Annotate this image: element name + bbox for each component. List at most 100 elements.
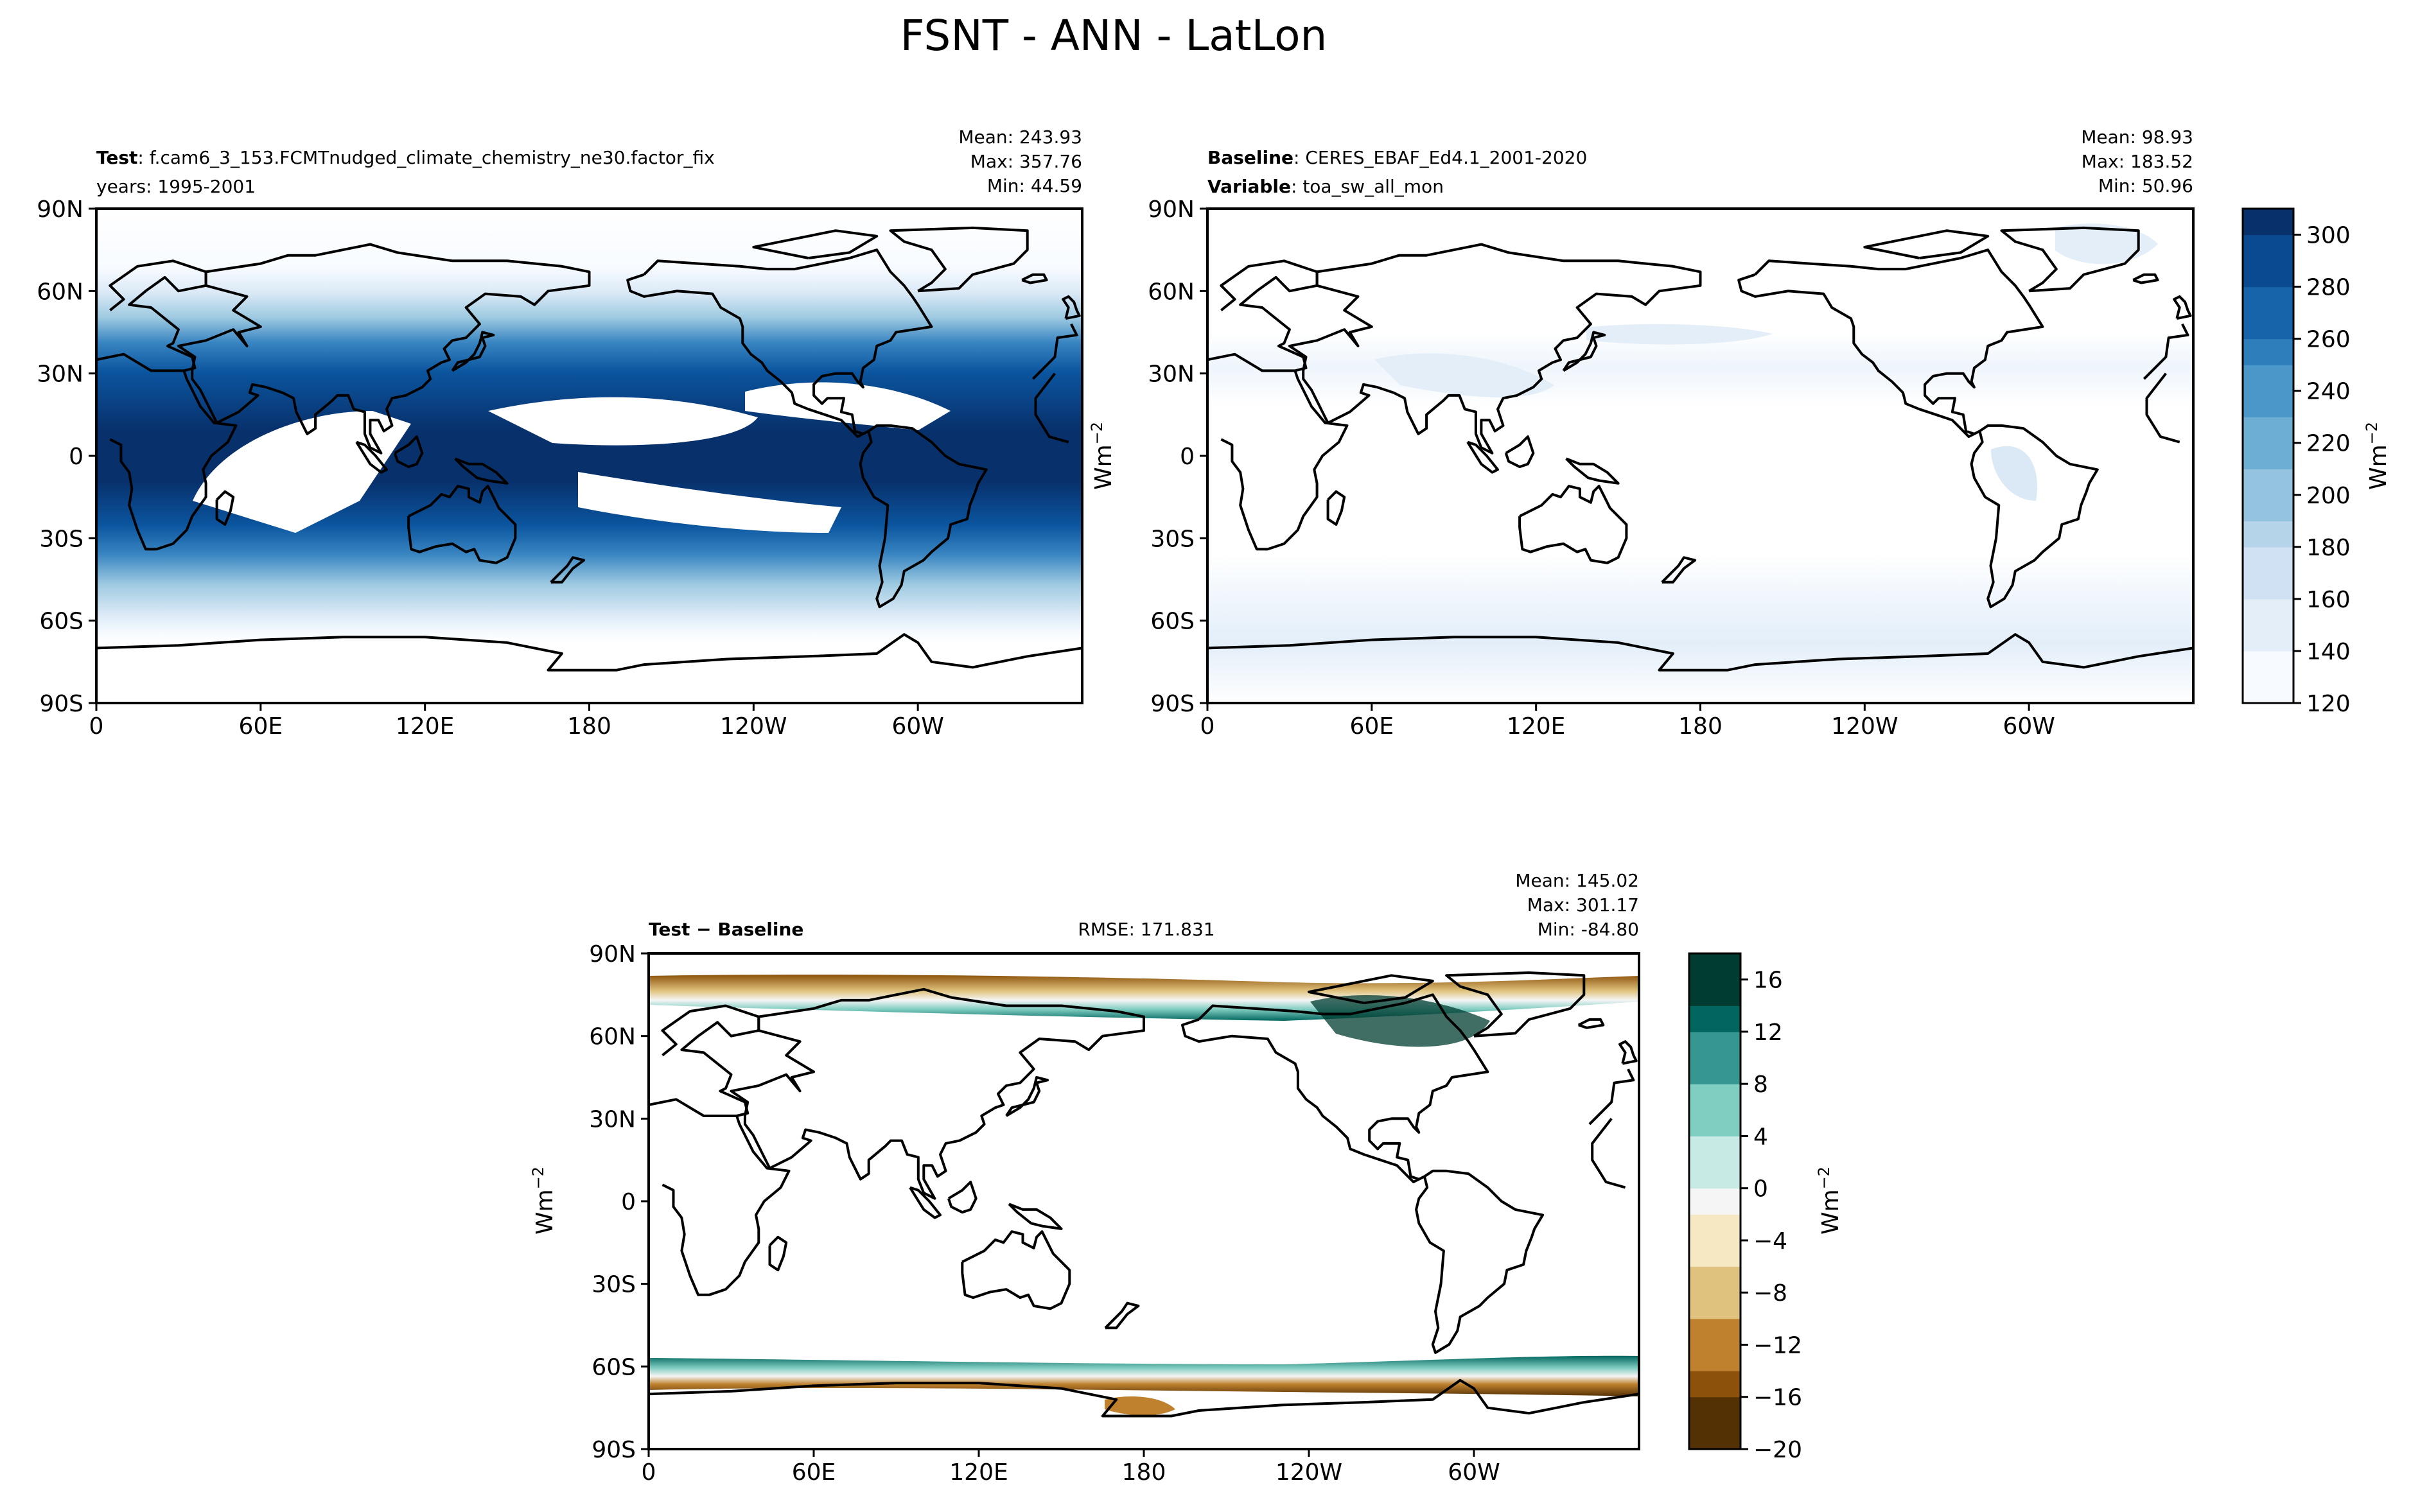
y-tick-label: 90S [592,1437,636,1463]
coastline-europe-africa [1220,370,1349,551]
blues-colorbar-block [2243,338,2293,365]
diff-antarctic-band [649,1355,1639,1396]
blues-colorbar-label-base: Wm [2365,444,2392,490]
brbg-colorbar-tick-label: 16 [1753,968,1783,994]
coastline-greenland [1445,971,1586,1038]
blues-colorbar-block [2243,650,2293,678]
y-tick-label: 30N [589,1106,636,1133]
coastline-japan [1562,331,1606,372]
coastline-iceland [2132,273,2159,284]
coastline-borneo [947,1181,978,1214]
variable-label: Variable: toa_sw_all_mon [1207,176,1444,197]
coastline-newguinea [1565,457,1620,485]
coastline-asia [730,987,1145,1200]
y-tick-label: 30S [39,526,83,552]
diff-ross-sea-negative [1105,1396,1175,1416]
y-tick-label: 90N [589,941,636,968]
coastline-europe-africa [1588,1068,1635,1125]
brbg-colorbar-block [1689,1240,1740,1267]
coastline-japan [1005,1076,1049,1117]
test-equatorial-low [745,382,951,430]
test-label-colon: : [137,147,149,168]
baseline-asia-high [1374,353,1554,397]
coastline-europe-africa [649,1004,760,1117]
coastline-japan [451,331,495,372]
baseline-npacific-high [1586,324,1773,345]
blues-colorbar-block [2243,573,2293,600]
x-tick-label: 120E [396,713,454,740]
coastline-s-america [1415,1169,1545,1354]
baseline-axis-ticks: 0 60E 120E 180 120W 60W 90N 60N 30N 0 30S 60S 90S [1148,196,2055,740]
blues-colorbar-tick-label: 160 [2306,587,2351,613]
blues-colorbar-block [2243,442,2293,469]
baseline-coastlines [1207,226,2193,703]
coastline-europe-africa [2143,323,2189,380]
blues-colorbar-block [2243,469,2293,496]
coastline-greenland [2000,226,2140,293]
x-tick-label: 180 [1678,713,1723,740]
x-tick-label: 120E [1507,713,1565,740]
x-tick-label: 120W [1831,713,1898,740]
coastline-europe-africa [1207,259,1319,372]
blues-colorbar-tick-label: 180 [2306,535,2351,561]
coastline-europe-africa [2145,372,2180,444]
baseline-stat-max: Max: 183.52 [2082,151,2193,172]
baseline-field [1207,209,2193,703]
blues-colorbar-tick-label: 120 [2306,691,2351,717]
blues-colorbar-block [2243,417,2293,444]
coastline-n-america [1181,993,1489,1183]
variable-label-bold: Variable [1207,176,1291,197]
brbg-colorbar-block [1689,953,1740,980]
diff-units-left: Wm−2 [529,1167,558,1235]
blues-colorbar-tick-label: 300 [2306,223,2351,249]
y-tick-label: 30S [1150,526,1195,552]
x-tick-label: 60E [1350,713,1394,740]
brbg-colorbar-block [1689,1318,1740,1346]
coastline-arctic-isl [1863,229,1990,259]
brbg-colorbar-tick-label: 4 [1753,1124,1768,1150]
x-tick-label: 0 [1200,713,1215,740]
brbg-colorbar-block [1689,1188,1740,1215]
coastline-nz [550,556,585,584]
coastline-sumatra [355,440,388,474]
brbg-colorbar-label-base: Wm [1818,1189,1844,1235]
panel-difference: Test − Baseline RMSE: 171.831 Mean: 145.… [529,870,1640,1486]
coastline-nz [1661,556,1696,584]
y-tick-label: 60N [589,1024,636,1050]
brbg-colorbar-block [1689,1084,1740,1111]
blues-colorbar-block [2243,546,2293,573]
brbg-colorbar-block [1689,1292,1740,1319]
coastline-europe-africa [109,370,238,551]
coastline-madagascar [1326,490,1346,526]
coastline-greenland [889,226,1029,293]
coastline-europe-africa [96,259,207,372]
coastline-madagascar [768,1235,788,1272]
coastline-madagascar [215,490,235,526]
coastline-uk [1618,1040,1638,1065]
x-tick-label: 60E [792,1459,836,1486]
y-tick-label: 90N [37,196,83,223]
brbg-colorbar-block [1689,1057,1740,1084]
blues-colorbar-label: Wm−2 [2363,422,2392,490]
brbg-colorbar-tick-label: 8 [1753,1072,1768,1098]
baseline-stat-mean: Mean: 98.93 [2081,126,2193,148]
test-south-pacific-low [578,472,841,533]
brbg-colorbar-tick-label: −12 [1753,1332,1802,1359]
test-label: Test: f.cam6_3_153.FCMTnudged_climate_ch… [96,147,715,168]
coastline-sumatra [1466,440,1499,474]
blues-colorbar-block [2243,313,2293,340]
blues-colorbar: 120 140 160 180 200 220 240 260 280 300 Wm−2 [2241,207,2392,717]
coastline-antarctica [96,633,1082,703]
coastline-newguinea [454,457,509,485]
brbg-colorbar-tick-label: 12 [1753,1020,1783,1046]
x-tick-label: 60W [891,713,943,740]
diff-axis-ticks: 0 60E 120E 180 120W 60W 90N 60N 30N 0 30S 60S 90S [589,941,1500,1486]
coastline-borneo [1504,435,1535,469]
blues-colorbar-tick-label: 280 [2306,275,2351,301]
brbg-colorbar-ticks: −20 −16 −12 −8 −4 0 4 8 12 16 [1740,968,1802,1463]
y-tick-label: 60N [37,279,83,305]
brbg-colorbar-block [1689,1031,1740,1059]
brbg-colorbar-tick-label: 0 [1753,1176,1768,1203]
y-tick-label: 60N [1148,279,1195,305]
baseline-label-text: CERES_EBAF_Ed4.1_2001-2020 [1305,147,1587,168]
